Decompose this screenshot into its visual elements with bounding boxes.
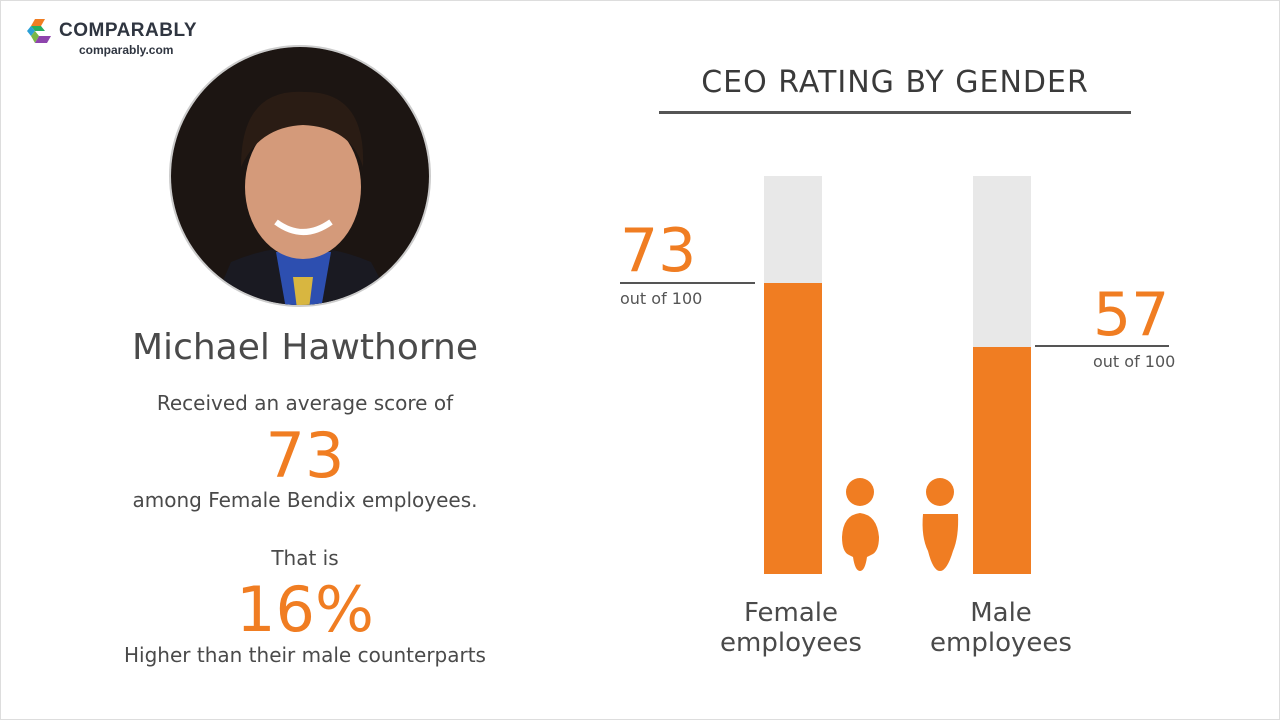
suffix-female: out of 100 <box>620 289 703 308</box>
value-rule-female <box>620 282 755 284</box>
title-underline <box>659 111 1131 114</box>
chart-title: CEO RATING BY GENDER <box>701 65 1089 100</box>
value-label-male: 57 <box>1093 280 1170 350</box>
ceo-photo <box>169 45 431 307</box>
value-label-female: 73 <box>620 216 697 286</box>
category-label-male: Male employees <box>930 598 1072 658</box>
bar-track-female <box>764 176 822 574</box>
comparably-logo: COMPARABLY <box>27 19 197 43</box>
value-rule-male <box>1035 345 1169 347</box>
ceo-name: Michael Hawthorne <box>132 327 478 368</box>
category-label-female: Female employees <box>720 598 862 658</box>
comparison-text: Higher than their male counterparts <box>124 643 486 667</box>
comparably-logo-icon <box>27 19 51 43</box>
comparison-percent: 16% <box>236 573 374 646</box>
score-intro: Received an average score of <box>156 391 454 415</box>
comparison-intro: That is <box>271 546 339 570</box>
bar-female <box>764 283 822 574</box>
brand-name: COMPARABLY <box>59 20 198 41</box>
female-person-icon <box>842 478 879 571</box>
score-context: among Female Bendix employees. <box>132 488 478 512</box>
male-person-icon <box>922 478 959 571</box>
brand-url: comparably.com <box>79 43 174 57</box>
bar-track-male <box>973 176 1031 574</box>
suffix-male: out of 100 <box>1093 352 1176 371</box>
score-value: 73 <box>265 419 345 492</box>
bar-male <box>973 347 1031 574</box>
